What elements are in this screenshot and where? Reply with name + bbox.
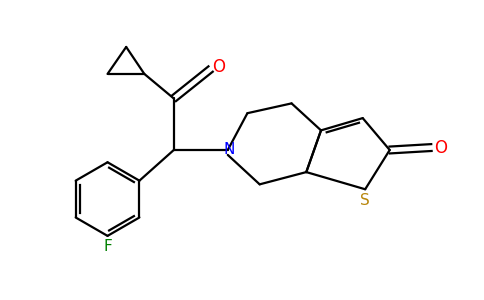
Text: N: N (223, 142, 234, 158)
Text: F: F (103, 239, 112, 254)
Text: O: O (212, 58, 226, 76)
Text: O: O (434, 139, 447, 157)
Text: S: S (360, 193, 370, 208)
